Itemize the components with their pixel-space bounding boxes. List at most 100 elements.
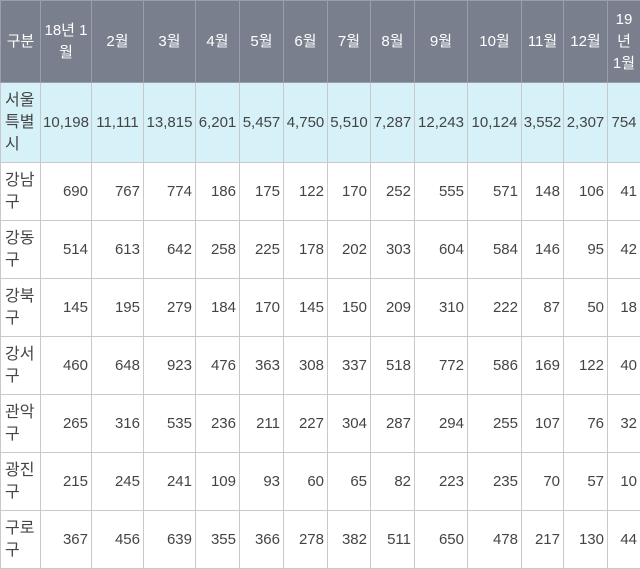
table-cell: 223 [415, 453, 468, 511]
header-month: 7월 [328, 1, 371, 83]
table-cell: 44 [608, 511, 640, 569]
header-month: 6월 [284, 1, 328, 83]
table-cell: 252 [371, 163, 415, 221]
table-cell: 150 [328, 279, 371, 337]
table-cell: 175 [240, 163, 284, 221]
table-cell: 772 [415, 337, 468, 395]
table-cell: 754 [608, 83, 640, 163]
header-month: 12월 [564, 1, 608, 83]
table-cell: 265 [41, 395, 92, 453]
header-month: 4월 [196, 1, 240, 83]
table-cell: 518 [371, 337, 415, 395]
table-cell: 648 [92, 337, 144, 395]
header-month: 10월 [468, 1, 522, 83]
table-cell: 93 [240, 453, 284, 511]
table-cell: 478 [468, 511, 522, 569]
table-cell: 642 [144, 221, 196, 279]
table-cell: 32 [608, 395, 640, 453]
table-cell: 316 [92, 395, 144, 453]
table-cell: 235 [468, 453, 522, 511]
table-cell: 13,815 [144, 83, 196, 163]
table-cell: 109 [196, 453, 240, 511]
table-cell: 10,124 [468, 83, 522, 163]
table-row: 강남구 690 767 774 186 175 122 170 252 555 … [1, 163, 640, 221]
table-cell: 106 [564, 163, 608, 221]
header-row: 구분 18년 1월 2월 3월 4월 5월 6월 7월 8월 9월 10월 11… [1, 1, 640, 83]
table-cell: 76 [564, 395, 608, 453]
table-cell: 456 [92, 511, 144, 569]
table-cell: 511 [371, 511, 415, 569]
table-row: 강북구 145 195 279 184 170 145 150 209 310 … [1, 279, 640, 337]
table-row: 구로구 367 456 639 355 366 278 382 511 650 … [1, 511, 640, 569]
table-cell: 639 [144, 511, 196, 569]
table-cell: 225 [240, 221, 284, 279]
table-row: 강동구 514 613 642 258 225 178 202 303 604 … [1, 221, 640, 279]
table-cell: 245 [92, 453, 144, 511]
table-cell: 122 [564, 337, 608, 395]
table-cell: 571 [468, 163, 522, 221]
table-cell: 217 [522, 511, 564, 569]
table-cell: 287 [371, 395, 415, 453]
table-cell: 215 [41, 453, 92, 511]
header-category: 구분 [1, 1, 41, 83]
table-cell: 604 [415, 221, 468, 279]
table-cell: 70 [522, 453, 564, 511]
table-cell: 367 [41, 511, 92, 569]
header-month: 8월 [371, 1, 415, 83]
table-cell: 186 [196, 163, 240, 221]
table-cell: 169 [522, 337, 564, 395]
table-cell: 584 [468, 221, 522, 279]
table-cell: 146 [522, 221, 564, 279]
table-cell: 107 [522, 395, 564, 453]
table-cell: 12,243 [415, 83, 468, 163]
header-month: 18년 1월 [41, 1, 92, 83]
header-month: 5월 [240, 1, 284, 83]
table-cell: 460 [41, 337, 92, 395]
row-label: 구로구 [1, 511, 41, 569]
table-cell: 690 [41, 163, 92, 221]
table-cell: 5,510 [328, 83, 371, 163]
table-cell: 241 [144, 453, 196, 511]
table-cell: 202 [328, 221, 371, 279]
table-cell: 170 [240, 279, 284, 337]
table-cell: 535 [144, 395, 196, 453]
table-cell: 278 [284, 511, 328, 569]
table-row: 관악구 265 316 535 236 211 227 304 287 294 … [1, 395, 640, 453]
table-cell: 18 [608, 279, 640, 337]
table-cell: 122 [284, 163, 328, 221]
table-cell: 10,198 [41, 83, 92, 163]
table-cell: 41 [608, 163, 640, 221]
row-label: 강북구 [1, 279, 41, 337]
table-cell: 303 [371, 221, 415, 279]
table-cell: 50 [564, 279, 608, 337]
row-label: 서울특별시 [1, 83, 41, 163]
table-cell: 195 [92, 279, 144, 337]
table-cell: 279 [144, 279, 196, 337]
table-cell: 211 [240, 395, 284, 453]
header-month: 9월 [415, 1, 468, 83]
table-cell: 87 [522, 279, 564, 337]
row-label: 강남구 [1, 163, 41, 221]
table-cell: 514 [41, 221, 92, 279]
table-cell: 923 [144, 337, 196, 395]
table-cell: 11,111 [92, 83, 144, 163]
header-month: 3월 [144, 1, 196, 83]
table-cell: 2,307 [564, 83, 608, 163]
table-cell: 304 [328, 395, 371, 453]
table-cell: 42 [608, 221, 640, 279]
table-cell: 7,287 [371, 83, 415, 163]
table-cell: 363 [240, 337, 284, 395]
table-cell: 255 [468, 395, 522, 453]
table-cell: 382 [328, 511, 371, 569]
table-row: 서울특별시 10,198 11,111 13,815 6,201 5,457 4… [1, 83, 640, 163]
table-cell: 337 [328, 337, 371, 395]
row-label: 강동구 [1, 221, 41, 279]
table-cell: 170 [328, 163, 371, 221]
row-label: 광진구 [1, 453, 41, 511]
table-cell: 82 [371, 453, 415, 511]
table-cell: 178 [284, 221, 328, 279]
table-cell: 613 [92, 221, 144, 279]
table-cell: 227 [284, 395, 328, 453]
table-cell: 40 [608, 337, 640, 395]
